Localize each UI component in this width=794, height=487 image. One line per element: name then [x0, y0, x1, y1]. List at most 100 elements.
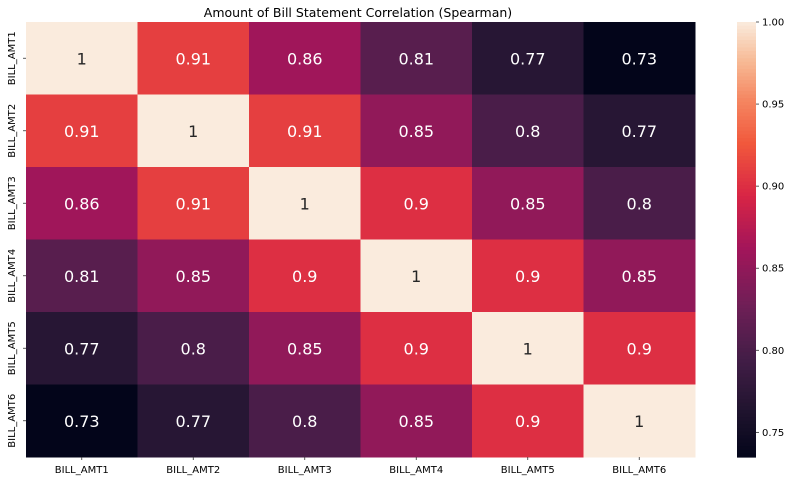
heatmap-cell [360, 384, 473, 458]
colorbar-segment [737, 54, 756, 59]
y-tick-label: BILL_AMT6 [7, 394, 18, 448]
colorbar-segment [737, 250, 756, 255]
y-tick-label: BILL_AMT1 [7, 31, 18, 85]
colorbar-segment [737, 185, 756, 190]
colorbar-segment [737, 417, 756, 422]
colorbar-segment [737, 174, 756, 179]
colorbar-segment [737, 413, 756, 418]
colorbar-segment [737, 232, 756, 237]
colorbar-segment [737, 308, 756, 313]
cell-annotation: 0.91 [64, 122, 100, 141]
colorbar-segment [737, 94, 756, 99]
colorbar-segment [737, 138, 756, 143]
colorbar-segment [737, 134, 756, 139]
colorbar-segment [737, 25, 756, 30]
x-tick-label: BILL_AMT1 [55, 465, 109, 476]
colorbar-segment [737, 47, 756, 52]
y-tick-label: BILL_AMT3 [7, 176, 18, 230]
colorbar-segment [737, 283, 756, 288]
heatmap-cell [26, 167, 138, 240]
colorbar-segment [737, 177, 756, 183]
colorbar-segment [737, 239, 756, 244]
cell-annotations: 1 0.91 0.86 0.81 0.77 0.730.91 1 0.91 0.85 0.8 0.7… [64, 49, 657, 431]
colorbar-segment [737, 290, 756, 295]
heatmap-cell [249, 94, 361, 168]
colorbar-segment [737, 399, 756, 404]
colorbar-segment [737, 380, 756, 386]
cell-annotation: 0.9 [404, 194, 429, 213]
heatmap-cells [26, 22, 696, 458]
cell-annotation: 1 [77, 49, 87, 68]
colorbar-segment [737, 326, 756, 331]
heatmap-cell [472, 94, 584, 168]
colorbar-segment [737, 370, 756, 375]
cell-annotation: 0.85 [510, 194, 546, 213]
cell-annotation: 0.85 [398, 412, 434, 431]
heatmap-cell [472, 384, 584, 458]
colorbar-segment [737, 286, 756, 291]
colorbar-segment [737, 431, 756, 436]
colorbar-segment [737, 254, 756, 259]
cell-annotation: 0.8 [292, 412, 317, 431]
heatmap-cell [472, 239, 584, 313]
colorbar-segment [737, 87, 756, 92]
colorbar-segment [737, 359, 756, 364]
colorbar-segment [737, 377, 756, 382]
heatmap-cell [137, 167, 250, 240]
colorbar-segment [737, 348, 756, 353]
cell-annotation: 0.91 [287, 122, 323, 141]
y-axis: BILL_AMT1 BILL_AMT2 BILL_AMT3 BILL_AMT4 BILL… [7, 31, 26, 448]
cell-annotation: 0.8 [181, 339, 206, 358]
heatmap-cell [249, 384, 361, 458]
colorbar-segment [737, 391, 756, 396]
colorbar-segment [737, 199, 756, 204]
colorbar-tick-label: 0.75 [762, 428, 784, 439]
heatmap-cell [249, 167, 361, 240]
cell-annotation: 0.85 [287, 339, 323, 358]
colorbar-segment [737, 341, 756, 346]
heatmap-cell [137, 384, 250, 458]
colorbar-segment [737, 72, 756, 77]
colorbar-tick-label: 0.85 [762, 264, 784, 275]
heatmap-cell [137, 239, 250, 313]
colorbar-segment [737, 438, 756, 444]
colorbar-segment [737, 156, 756, 161]
cell-annotation: 0.9 [515, 267, 540, 286]
colorbar-segment [737, 446, 756, 451]
cell-annotation: 0.8 [627, 194, 652, 213]
colorbar-segment [737, 206, 756, 212]
heatmap-cell [26, 312, 138, 385]
chart-title: Amount of Bill Statement Correlation (Sp… [204, 5, 512, 20]
colorbar-segment [737, 330, 756, 335]
colorbar-segment [737, 366, 756, 371]
heatmap-cell [26, 22, 138, 95]
colorbar-segment [737, 420, 756, 425]
colorbar-segment [737, 36, 756, 41]
colorbar-segment [737, 167, 756, 172]
x-tick-label: BILL_AMT5 [501, 465, 555, 476]
cell-annotation: 1 [634, 412, 644, 431]
heatmap-cell [249, 312, 361, 385]
colorbar-segment [737, 181, 756, 186]
colorbar-segment [737, 141, 756, 146]
heatmap-cell [583, 167, 696, 240]
colorbar-segment [737, 123, 756, 128]
heatmap-cell [360, 312, 473, 385]
colorbar-segment [737, 221, 756, 226]
colorbar-segment [737, 362, 756, 367]
colorbar-segment [737, 409, 756, 415]
cell-annotation: 0.91 [175, 49, 211, 68]
colorbar-segment [737, 76, 756, 81]
colorbar-segment [737, 312, 756, 317]
colorbar-segment [737, 101, 756, 106]
colorbar-segment [737, 61, 756, 67]
cell-annotation: 0.9 [627, 339, 652, 358]
cell-annotation: 0.8 [515, 122, 540, 141]
colorbar-segment [737, 217, 756, 222]
cell-annotation: 0.77 [621, 122, 657, 141]
colorbar-segment [737, 333, 756, 338]
x-axis: BILL_AMT1 BILL_AMT2 BILL_AMT3 BILL_AMT4 BILL… [55, 457, 666, 476]
colorbar-segment [737, 112, 756, 117]
colorbar-segment [737, 428, 756, 433]
